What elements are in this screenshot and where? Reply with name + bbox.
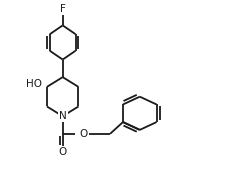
Text: O: O <box>79 129 88 139</box>
Text: N: N <box>59 111 67 121</box>
Text: HO: HO <box>26 79 42 89</box>
Text: O: O <box>59 147 67 158</box>
Text: F: F <box>60 4 66 14</box>
